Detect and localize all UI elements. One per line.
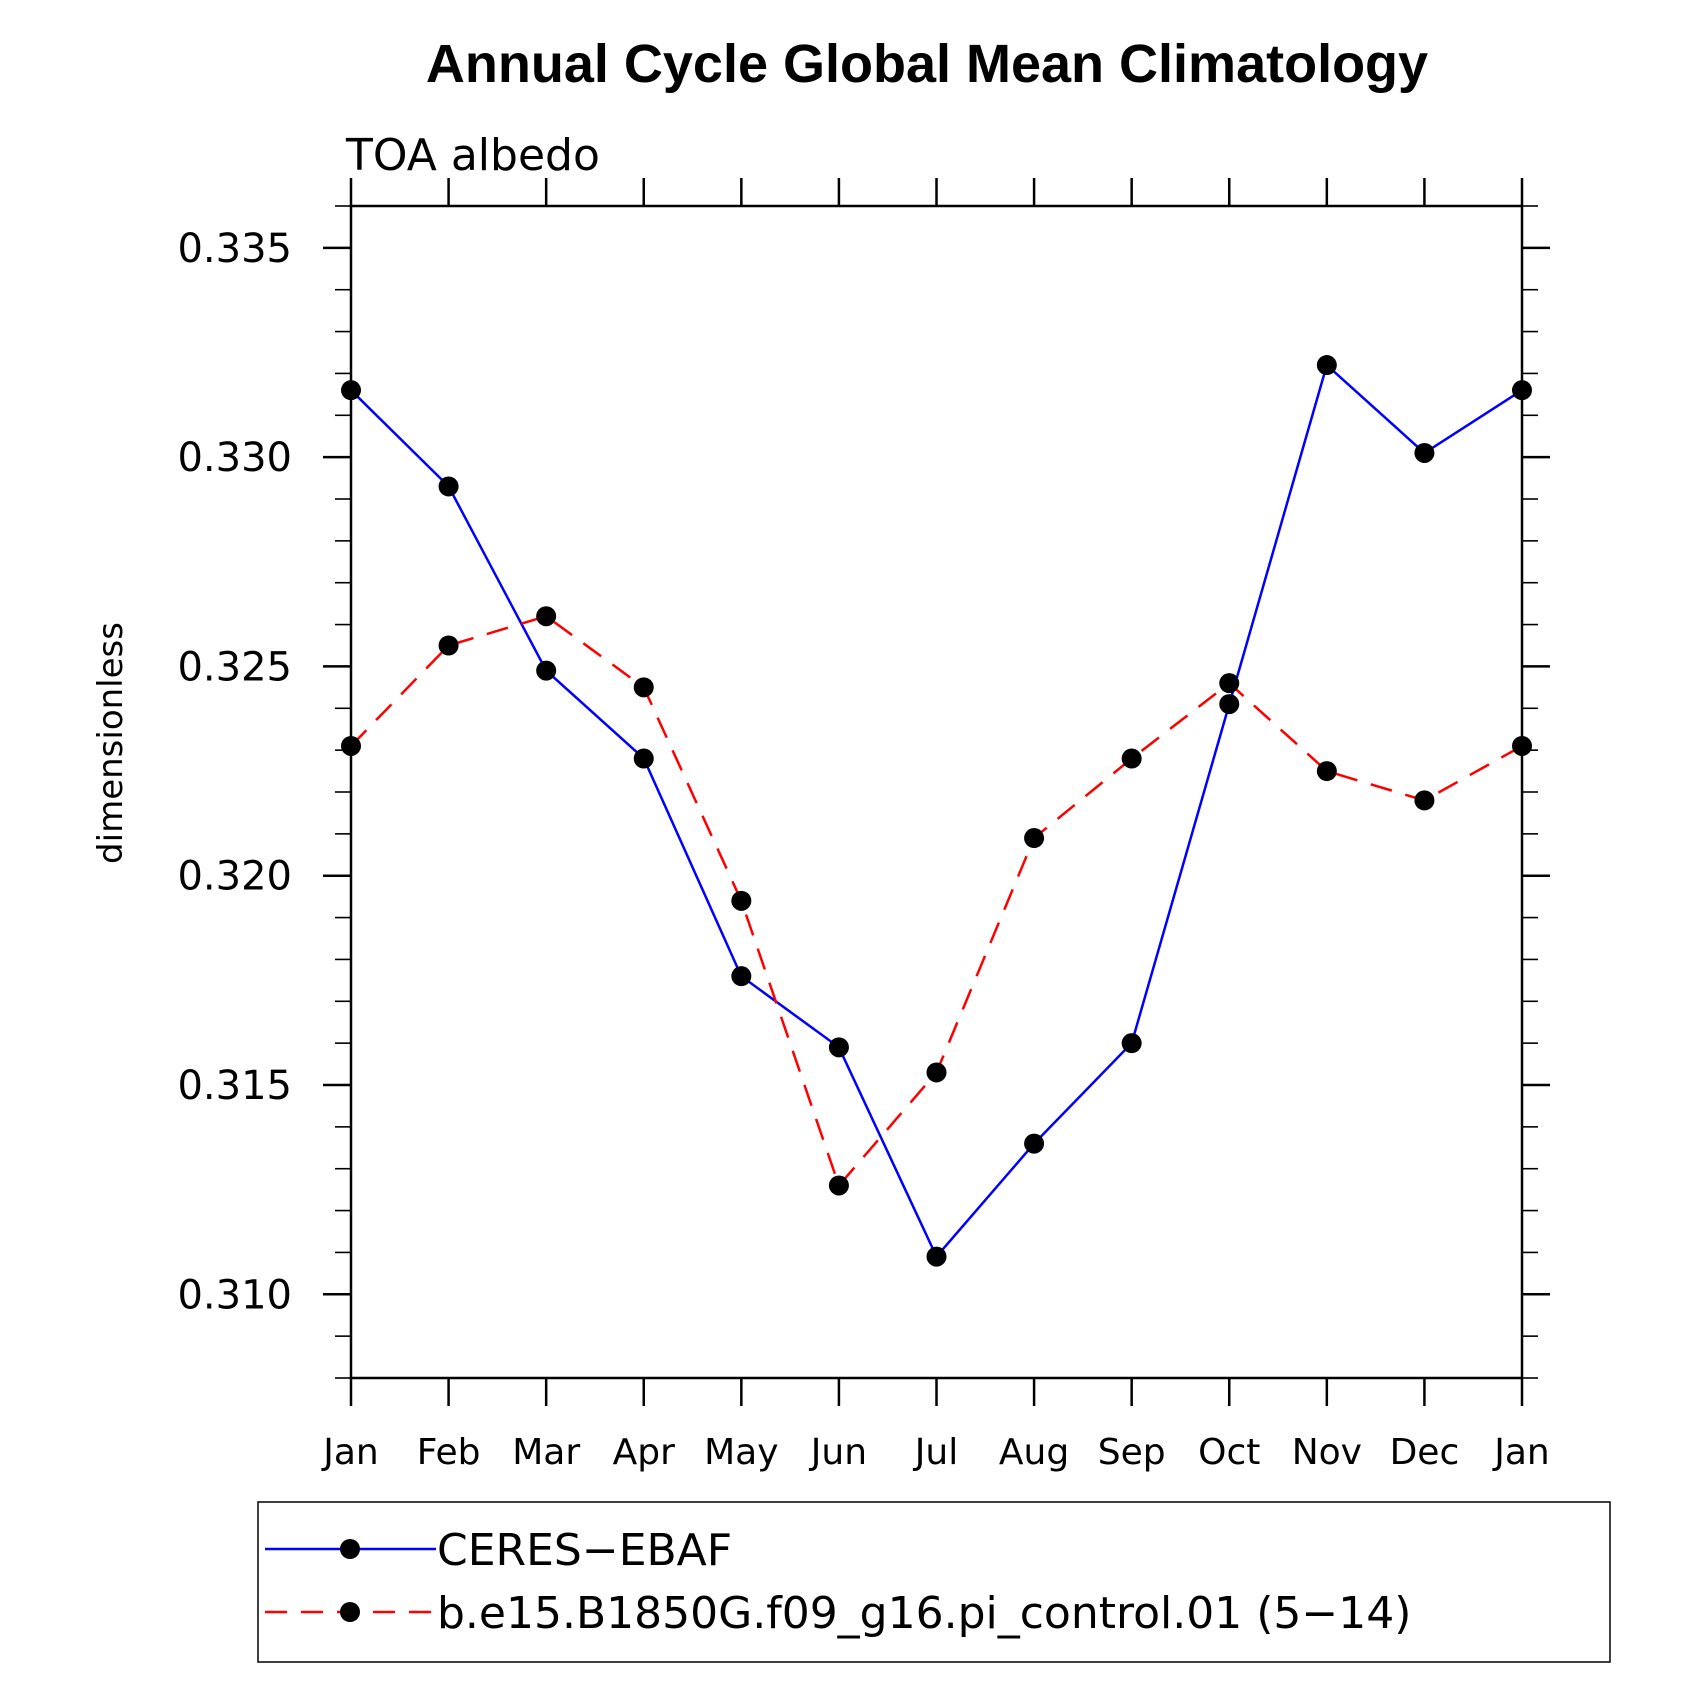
ceres-ebaf-point — [1219, 694, 1240, 715]
y-tick-label: 0.335 — [177, 226, 292, 272]
y-axis-label: dimensionless — [91, 622, 131, 864]
x-tick-label: Jan — [321, 1432, 379, 1473]
ceres-ebaf-point — [341, 380, 361, 401]
model-point — [536, 606, 557, 627]
model-point — [1414, 790, 1435, 811]
x-tick-label: Apr — [613, 1432, 675, 1473]
legend-label-ceres: CERES−EBAF — [437, 1525, 732, 1576]
model-point — [1219, 673, 1240, 694]
ceres-ebaf-point — [1414, 442, 1435, 463]
model-point — [1316, 761, 1337, 782]
ceres-ebaf-line — [350, 362, 1523, 1259]
x-tick-label: Oct — [1198, 1432, 1260, 1473]
legend-marker-model — [340, 1602, 360, 1622]
x-tick-label: Jul — [913, 1432, 958, 1473]
y-tick-label: 0.310 — [177, 1272, 292, 1318]
model-point — [438, 635, 459, 656]
model-point — [828, 1175, 849, 1196]
ceres-ebaf-point — [1316, 355, 1337, 376]
ceres-ebaf-point — [633, 748, 654, 769]
x-tick-label: Nov — [1292, 1432, 1362, 1473]
model-point — [926, 1062, 947, 1083]
ceres-ebaf-point — [828, 1037, 849, 1058]
x-tick-label: Aug — [999, 1432, 1069, 1473]
y-tick-label: 0.330 — [177, 435, 292, 481]
y-tick-label: 0.325 — [177, 644, 292, 690]
model-line — [350, 614, 1523, 1188]
legend: CERES−EBAF b.e15.B1850G.f09_g16.pi_contr… — [257, 1501, 1611, 1663]
model-point — [1024, 828, 1045, 849]
x-tick-label: May — [704, 1432, 778, 1473]
y-tick-label: 0.320 — [177, 854, 292, 900]
x-tick-label: Mar — [512, 1432, 580, 1473]
ceres-ebaf-point — [1512, 380, 1532, 401]
ceres-ebaf-point — [1121, 1033, 1142, 1054]
x-tick-label: Sep — [1098, 1432, 1166, 1473]
model-point — [1512, 735, 1532, 756]
model-point — [731, 890, 752, 911]
series-layer — [341, 355, 1532, 1267]
model-point — [633, 677, 654, 698]
x-tick-label: Dec — [1390, 1432, 1460, 1473]
chart-title: Annual Cycle Global Mean Climatology — [426, 34, 1428, 94]
legend-label-model: b.e15.B1850G.f09_g16.pi_control.01 (5−14… — [437, 1588, 1411, 1639]
axes: Jan Feb Mar Apr May Jun Jul Aug Sep Oct Nov Dec Jan 0… — [177, 178, 1550, 1473]
x-tick-label: Jun — [809, 1432, 867, 1473]
ceres-ebaf-point — [926, 1246, 947, 1267]
x-tick-label: Jan — [1492, 1432, 1550, 1473]
x-tick-label: Feb — [417, 1432, 481, 1473]
ceres-ebaf-point — [536, 660, 557, 681]
legend-marker-ceres — [340, 1539, 360, 1559]
model-point — [341, 735, 361, 756]
legend-box — [257, 1501, 1611, 1663]
ceres-ebaf-point — [438, 476, 459, 497]
ceres-ebaf-point — [731, 966, 752, 987]
model-point — [1121, 748, 1142, 769]
y-tick-label: 0.315 — [177, 1063, 292, 1109]
ceres-ebaf-point — [1024, 1133, 1045, 1154]
chart-subtitle: TOA albedo — [345, 130, 600, 181]
